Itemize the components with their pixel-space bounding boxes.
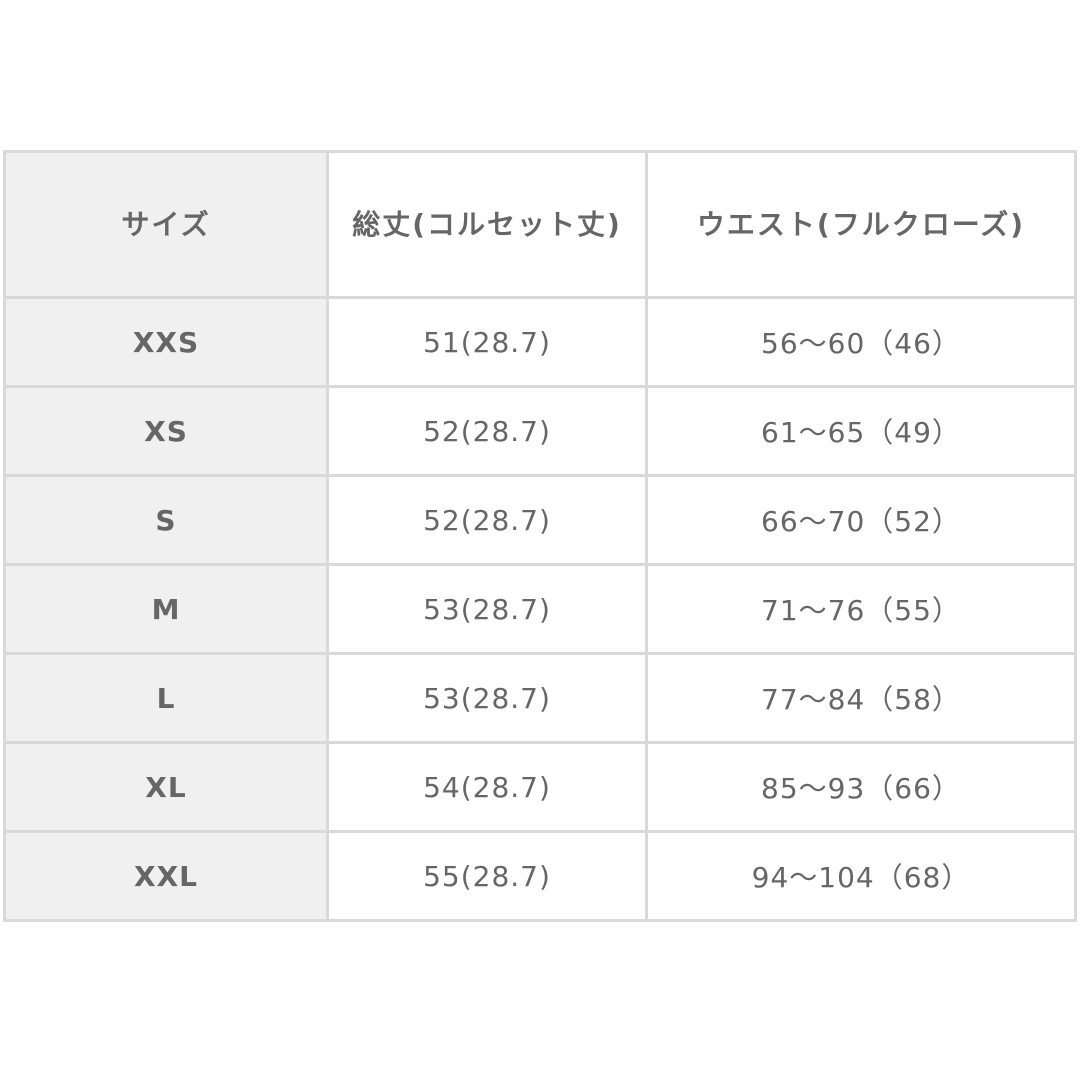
size-cell: XXL: [3, 830, 329, 922]
waist-cell: 77〜84（58）: [645, 652, 1077, 744]
length-cell: 55(28.7): [326, 830, 648, 922]
table-row: XL 54(28.7) 85〜93（66）: [3, 741, 1077, 833]
header-waist: ウエスト(フルクローズ): [645, 150, 1077, 299]
table-row: XXL 55(28.7) 94〜104（68）: [3, 830, 1077, 922]
table-row: M 53(28.7) 71〜76（55）: [3, 563, 1077, 655]
table-row: L 53(28.7) 77〜84（58）: [3, 652, 1077, 744]
header-length-label: 総丈(コルセット丈): [352, 207, 622, 241]
header-row: サイズ 総丈(コルセット丈) ウエスト(フルクローズ): [3, 150, 1077, 299]
size-cell: S: [3, 474, 329, 566]
waist-cell: 66〜70（52）: [645, 474, 1077, 566]
length-cell: 53(28.7): [326, 563, 648, 655]
header-length: 総丈(コルセット丈): [326, 150, 648, 299]
length-cell: 53(28.7): [326, 652, 648, 744]
waist-cell: 71〜76（55）: [645, 563, 1077, 655]
waist-cell: 85〜93（66）: [645, 741, 1077, 833]
length-cell: 51(28.7): [326, 296, 648, 388]
size-cell: XS: [3, 385, 329, 477]
table-row: XS 52(28.7) 61〜65（49）: [3, 385, 1077, 477]
waist-cell: 56〜60（46）: [645, 296, 1077, 388]
waist-cell: 94〜104（68）: [645, 830, 1077, 922]
table-row: XXS 51(28.7) 56〜60（46）: [3, 296, 1077, 388]
length-cell: 52(28.7): [326, 385, 648, 477]
size-cell: XL: [3, 741, 329, 833]
size-cell: M: [3, 563, 329, 655]
size-chart-table: サイズ 総丈(コルセット丈) ウエスト(フルクローズ) XXS 51(28.7) 5…: [3, 150, 1077, 922]
length-cell: 54(28.7): [326, 741, 648, 833]
header-size: サイズ: [3, 150, 329, 299]
length-cell: 52(28.7): [326, 474, 648, 566]
size-cell: XXS: [3, 296, 329, 388]
size-cell: L: [3, 652, 329, 744]
table-row: S 52(28.7) 66〜70（52）: [3, 474, 1077, 566]
waist-cell: 61〜65（49）: [645, 385, 1077, 477]
